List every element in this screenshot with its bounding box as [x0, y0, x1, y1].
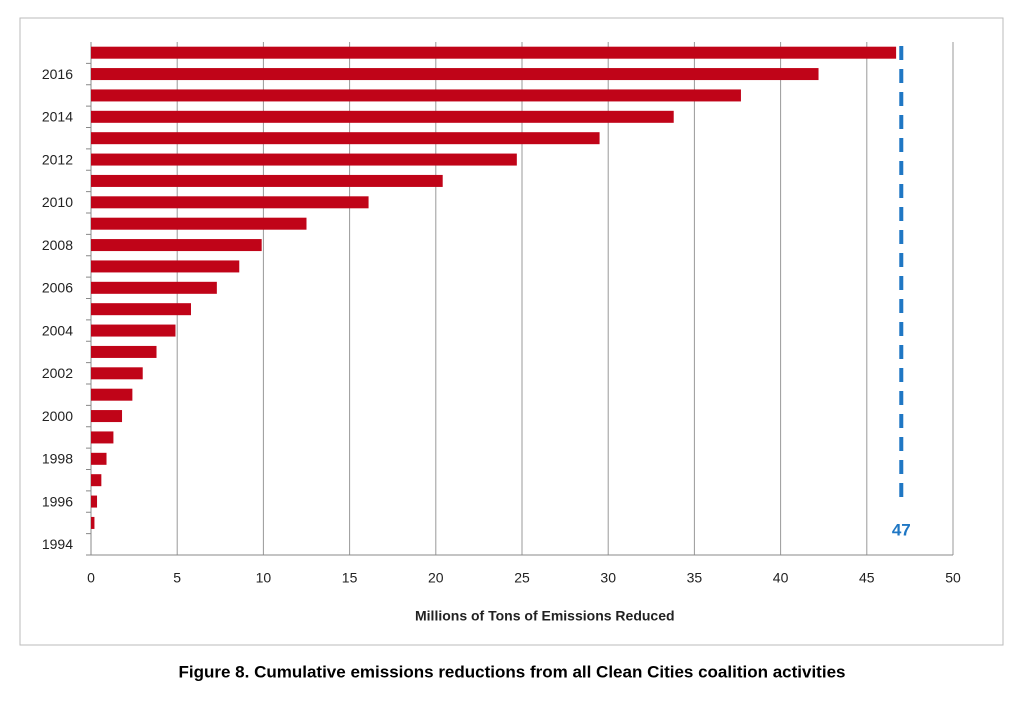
bar: [91, 388, 133, 401]
x-tick-label: 45: [859, 570, 875, 586]
x-tick-label: 0: [87, 570, 95, 586]
y-tick-label: 1994: [42, 536, 73, 552]
bar: [91, 196, 369, 209]
bar: [91, 46, 897, 59]
y-tick-label: 2002: [42, 365, 73, 381]
x-tick-label: 25: [514, 570, 530, 586]
chart-frame: [19, 17, 1004, 646]
x-tick-label: 10: [256, 570, 272, 586]
y-tick-label: 2016: [42, 66, 73, 82]
bar: [91, 452, 107, 465]
bar: [91, 217, 307, 230]
bar: [91, 68, 819, 81]
x-tick-label: 5: [173, 570, 181, 586]
y-tick-label: 2006: [42, 280, 73, 296]
x-axis-title: Millions of Tons of Emissions Reduced: [415, 608, 675, 624]
bar: [91, 303, 191, 316]
y-tick-label: 2014: [42, 109, 73, 125]
bar: [91, 153, 517, 166]
reference-label: 47: [892, 520, 911, 539]
x-tick-label: 20: [428, 570, 444, 586]
y-tick-label: 2012: [42, 151, 73, 167]
x-tick-label: 50: [945, 570, 961, 586]
x-tick-label: 35: [687, 570, 703, 586]
bar: [91, 89, 741, 102]
bar: [91, 516, 95, 529]
bar: [91, 324, 176, 337]
y-tick-label: 1996: [42, 493, 73, 509]
y-tick-label: 2004: [42, 322, 73, 338]
y-tick-label: 2008: [42, 237, 73, 253]
bar: [91, 110, 674, 123]
bar: [91, 367, 143, 380]
bar: [91, 132, 600, 145]
x-tick-label: 30: [600, 570, 616, 586]
x-tick-label: 40: [773, 570, 789, 586]
bar: [91, 174, 443, 187]
x-tick-label: 15: [342, 570, 358, 586]
y-tick-label: 2000: [42, 408, 73, 424]
bar: [91, 410, 123, 423]
bar: [91, 239, 262, 252]
bar: [91, 431, 114, 444]
bar: [91, 345, 157, 358]
y-tick-label: 2010: [42, 194, 73, 210]
y-tick-label: 1998: [42, 451, 73, 467]
bar: [91, 474, 102, 487]
bar: [91, 495, 98, 508]
bar: [91, 281, 217, 294]
figure-caption: Figure 8. Cumulative emissions reduction…: [179, 662, 846, 681]
bar: [91, 260, 240, 273]
